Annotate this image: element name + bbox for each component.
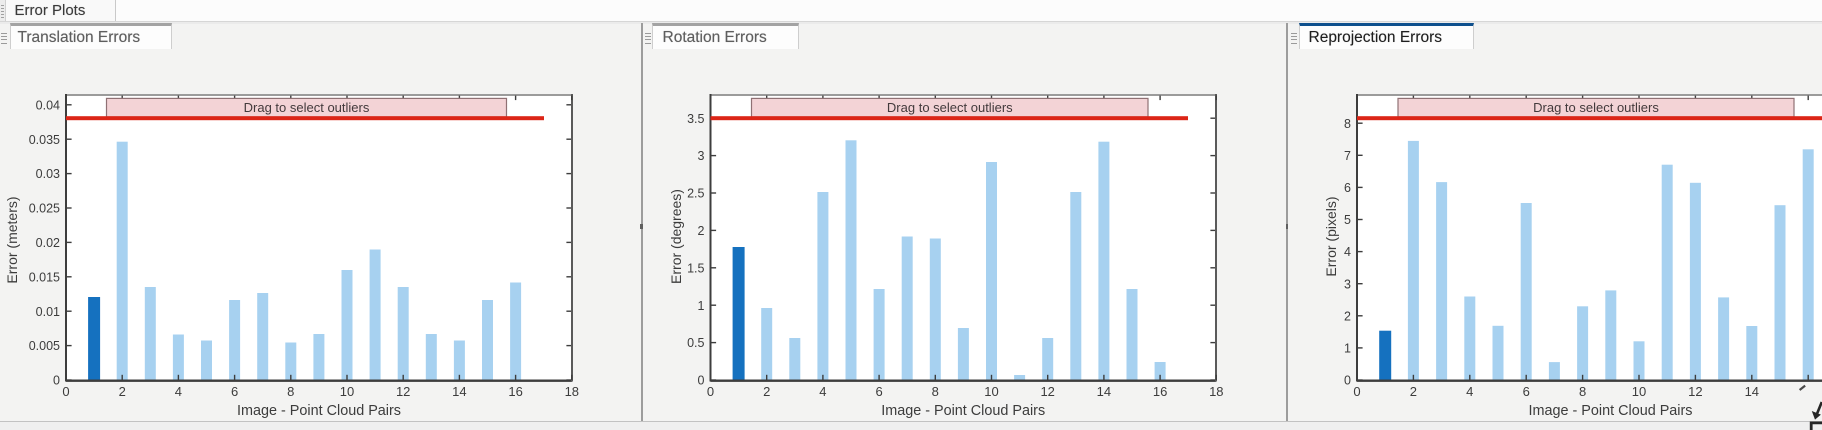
svg-text:4: 4 — [819, 384, 826, 399]
svg-text:0: 0 — [53, 374, 60, 388]
svg-text:0.02: 0.02 — [36, 236, 60, 250]
svg-text:14: 14 — [1745, 384, 1759, 399]
svg-text:2: 2 — [1410, 384, 1417, 399]
svg-text:0.03: 0.03 — [36, 167, 60, 181]
svg-text:0.005: 0.005 — [29, 339, 60, 353]
svg-text:0: 0 — [698, 374, 705, 388]
svg-text:3.5: 3.5 — [687, 112, 704, 126]
svg-text:0.01: 0.01 — [36, 305, 60, 319]
svg-text:4: 4 — [1344, 245, 1351, 259]
svg-text:0: 0 — [707, 384, 714, 399]
svg-text:8: 8 — [932, 384, 939, 399]
svg-text:4: 4 — [175, 384, 182, 399]
svg-text:12: 12 — [1040, 384, 1054, 399]
svg-text:Drag to select outliers: Drag to select outliers — [244, 100, 370, 115]
svg-text:0.015: 0.015 — [29, 270, 60, 284]
svg-text:Drag to select outliers: Drag to select outliers — [887, 100, 1013, 115]
svg-text:Error (meters): Error (meters) — [4, 196, 20, 283]
svg-text:0.025: 0.025 — [29, 202, 60, 216]
svg-text:0: 0 — [1353, 384, 1360, 399]
svg-text:Error (degrees): Error (degrees) — [668, 189, 684, 284]
svg-text:14: 14 — [452, 384, 466, 399]
svg-text:4: 4 — [1466, 384, 1473, 399]
svg-text:6: 6 — [1523, 384, 1530, 399]
svg-text:0: 0 — [1344, 374, 1351, 388]
svg-text:8: 8 — [287, 384, 294, 399]
svg-text:2.5: 2.5 — [687, 187, 704, 201]
svg-text:3: 3 — [1344, 277, 1351, 291]
svg-text:6: 6 — [1344, 181, 1351, 195]
svg-text:2: 2 — [1344, 309, 1351, 323]
svg-text:8: 8 — [1579, 384, 1586, 399]
svg-text:Image - Point Cloud Pairs: Image - Point Cloud Pairs — [881, 403, 1045, 419]
svg-text:2: 2 — [698, 224, 705, 238]
svg-text:6: 6 — [231, 384, 238, 399]
svg-text:2: 2 — [119, 384, 126, 399]
svg-text:18: 18 — [565, 384, 579, 399]
svg-text:8: 8 — [1344, 117, 1351, 131]
svg-text:12: 12 — [396, 384, 410, 399]
svg-text:1.5: 1.5 — [687, 261, 704, 275]
svg-text:5: 5 — [1344, 213, 1351, 227]
svg-text:18: 18 — [1209, 384, 1223, 399]
svg-text:12: 12 — [1688, 384, 1702, 399]
svg-text:16: 16 — [508, 384, 522, 399]
svg-text:Image - Point Cloud Pairs: Image - Point Cloud Pairs — [1529, 403, 1693, 419]
svg-text:1: 1 — [698, 299, 705, 313]
svg-text:0.035: 0.035 — [29, 133, 60, 147]
svg-text:10: 10 — [1632, 384, 1646, 399]
svg-text:3: 3 — [698, 149, 705, 163]
svg-text:0.5: 0.5 — [687, 336, 704, 350]
svg-text:Image - Point Cloud Pairs: Image - Point Cloud Pairs — [237, 403, 401, 419]
svg-text:Drag to select outliers: Drag to select outliers — [1533, 100, 1659, 115]
svg-text:1: 1 — [1344, 342, 1351, 356]
svg-text:7: 7 — [1344, 149, 1351, 163]
svg-text:10: 10 — [340, 384, 354, 399]
svg-text:0.04: 0.04 — [36, 98, 60, 112]
svg-text:Error (pixels): Error (pixels) — [1323, 196, 1339, 276]
svg-text:10: 10 — [984, 384, 998, 399]
svg-text:16: 16 — [1153, 384, 1167, 399]
svg-text:0: 0 — [62, 384, 69, 399]
svg-text:2: 2 — [763, 384, 770, 399]
svg-text:6: 6 — [875, 384, 882, 399]
svg-text:14: 14 — [1097, 384, 1111, 399]
